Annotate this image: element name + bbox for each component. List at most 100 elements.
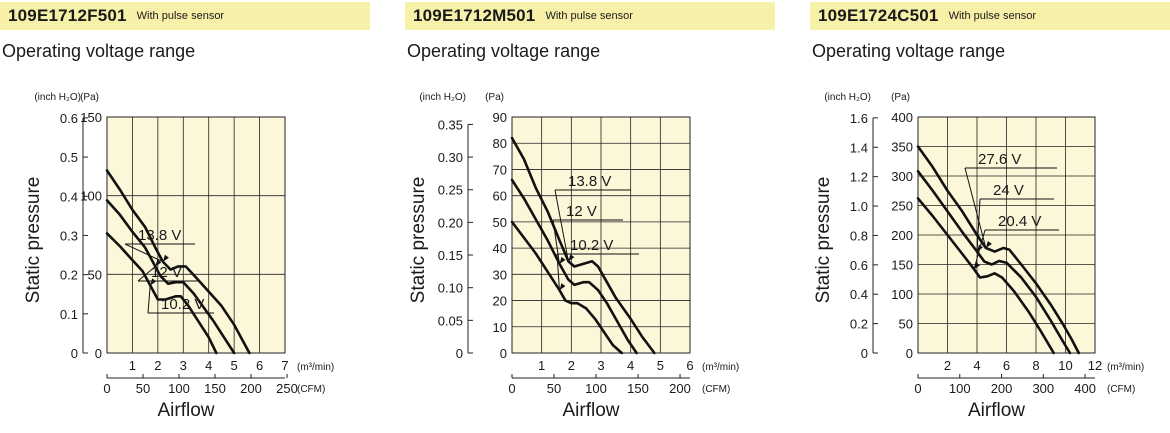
inch-h2o-tick-label: 0.4 xyxy=(60,189,78,204)
inch-h2o-tick-label: 0.15 xyxy=(438,248,463,263)
inch-h2o-tick-label: 0.4 xyxy=(850,287,868,302)
inch-h2o-tick-label: 0.2 xyxy=(850,317,868,332)
model-header: 109E1724C501 With pulse sensor xyxy=(810,2,1170,30)
inch-h2o-tick-label: 0.05 xyxy=(438,313,463,328)
model-number: 109E1724C501 xyxy=(818,6,939,25)
y-tick-label: 0 xyxy=(95,346,102,361)
series-label: 12 V xyxy=(151,264,182,281)
x-unit-label: (m³/min) xyxy=(702,362,739,373)
label-arrowhead xyxy=(162,254,169,262)
cfm-tick-label: 150 xyxy=(627,381,649,396)
cfm-tick-label: 100 xyxy=(949,381,971,396)
curve-1 xyxy=(105,199,236,355)
y-tick-label: 70 xyxy=(493,162,507,177)
y-axis-title: Static pressure xyxy=(813,177,834,304)
y2-unit-label: (inch H₂O) xyxy=(34,92,81,103)
series-label: 13.8 V xyxy=(568,173,611,190)
inch-h2o-tick-label: 0.30 xyxy=(438,150,463,165)
inch-h2o-tick-label: 0.5 xyxy=(60,150,78,165)
pressure-airflow-chart: 1 2 3 4 5 6 7 (m³/min) 0 50 100 150 200 250 (CFM) Airfl… xyxy=(23,92,334,421)
y-unit-label: (Pa) xyxy=(485,92,504,103)
y2-unit-label: (inch H₂O) xyxy=(824,92,871,103)
curve-1 xyxy=(510,178,638,355)
y-tick-label: 90 xyxy=(493,110,507,125)
y-tick-label: 150 xyxy=(80,110,102,125)
cfm-tick-label: 50 xyxy=(136,381,150,396)
y-tick-label: 60 xyxy=(493,189,507,204)
x-tick-label: 5 xyxy=(657,358,664,373)
label-arrowhead xyxy=(568,254,575,262)
y-tick-label: 50 xyxy=(88,267,102,282)
cfm-tick-label: 50 xyxy=(547,381,561,396)
x-tick-label: 4 xyxy=(973,358,980,373)
x-tick-label: 1 xyxy=(538,358,545,373)
x-tick-label: 1 xyxy=(129,358,136,373)
y-tick-label: 250 xyxy=(891,199,913,214)
y-tick-label: 0 xyxy=(500,346,507,361)
model-header: 109E1712F501 With pulse sensor xyxy=(0,2,370,30)
series-label: 24 V xyxy=(993,182,1024,199)
curve-1 xyxy=(916,169,1072,355)
y-axis-title: Static pressure xyxy=(23,177,44,304)
x-tick-label: 8 xyxy=(1032,358,1039,373)
curve-0 xyxy=(105,169,251,355)
x-tick-label: 4 xyxy=(205,358,212,373)
model-header: 109E1712M501 With pulse sensor xyxy=(405,2,775,30)
y-axis-title: Static pressure xyxy=(408,177,429,304)
cfm-tick-label: 100 xyxy=(168,381,190,396)
inch-h2o-tick-label: 0.2 xyxy=(60,268,78,283)
label-leader xyxy=(964,167,987,249)
inch-h2o-tick-label: 1.6 xyxy=(850,111,868,126)
cfm-tick-label: 300 xyxy=(1032,381,1054,396)
x-tick-label: 6 xyxy=(1003,358,1010,373)
panel-1712M501: 109E1712M501 With pulse sensor Operating… xyxy=(405,0,775,433)
inch-h2o-tick-label: 0.35 xyxy=(438,117,463,132)
curve-0 xyxy=(916,145,1081,355)
model-number: 109E1712M501 xyxy=(413,6,536,25)
curve-2 xyxy=(105,232,218,355)
inch-h2o-tick-label: 0.20 xyxy=(438,215,463,230)
cfm-tick-label: 200 xyxy=(240,381,262,396)
cfm-tick-label: 250 xyxy=(276,381,298,396)
y-tick-label: 400 xyxy=(891,110,913,125)
plot-area xyxy=(106,116,286,354)
inch-h2o-tick-label: 0 xyxy=(456,346,463,361)
curve-2 xyxy=(510,220,624,355)
x-tick-label: 5 xyxy=(231,358,238,373)
label-arrowhead xyxy=(559,256,566,264)
y-tick-label: 50 xyxy=(899,317,913,332)
label-leader xyxy=(124,243,164,263)
model-number: 109E1712F501 xyxy=(8,6,127,25)
cfm-tick-label: 200 xyxy=(669,381,691,396)
panel-1712F501: 109E1712F501 With pulse sensor Operating… xyxy=(0,0,370,433)
inch-h2o-tick-label: 1.2 xyxy=(850,170,868,185)
series-label: 10.2 V xyxy=(161,296,204,313)
inch-h2o-tick-label: 0.6 xyxy=(60,111,78,126)
inch-h2o-tick-label: 0 xyxy=(861,346,868,361)
cfm-tick-label: 400 xyxy=(1074,381,1096,396)
x-tick-label: 7 xyxy=(281,358,288,373)
x-unit-label: (m³/min) xyxy=(1107,362,1144,373)
cfm-tick-label: 0 xyxy=(103,381,110,396)
x-tick-label: 2 xyxy=(568,358,575,373)
y-unit-label: (Pa) xyxy=(891,92,910,103)
panel-subtitle: Operating voltage range xyxy=(407,41,601,61)
y-tick-label: 150 xyxy=(891,258,913,273)
label-leader xyxy=(552,219,560,264)
cfm-tick-label: 200 xyxy=(991,381,1013,396)
inch-h2o-tick-label: 0.6 xyxy=(850,258,868,273)
y-tick-label: 100 xyxy=(80,189,102,204)
label-leader xyxy=(137,266,156,282)
cfm-tick-label: 150 xyxy=(204,381,226,396)
curve-2 xyxy=(916,197,1055,355)
cfm-tick-label: 100 xyxy=(585,381,607,396)
label-arrowhead xyxy=(974,262,981,270)
y-tick-label: 200 xyxy=(891,228,913,243)
label-arrowhead xyxy=(155,259,162,267)
inch-h2o-tick-label: 0.3 xyxy=(60,228,78,243)
inch-h2o-tick-label: 0.8 xyxy=(850,228,868,243)
cfm-tick-label: 0 xyxy=(508,381,515,396)
label-leader xyxy=(554,189,569,262)
inch-h2o-tick-label: 0.1 xyxy=(60,307,78,322)
y-tick-label: 350 xyxy=(891,140,913,155)
